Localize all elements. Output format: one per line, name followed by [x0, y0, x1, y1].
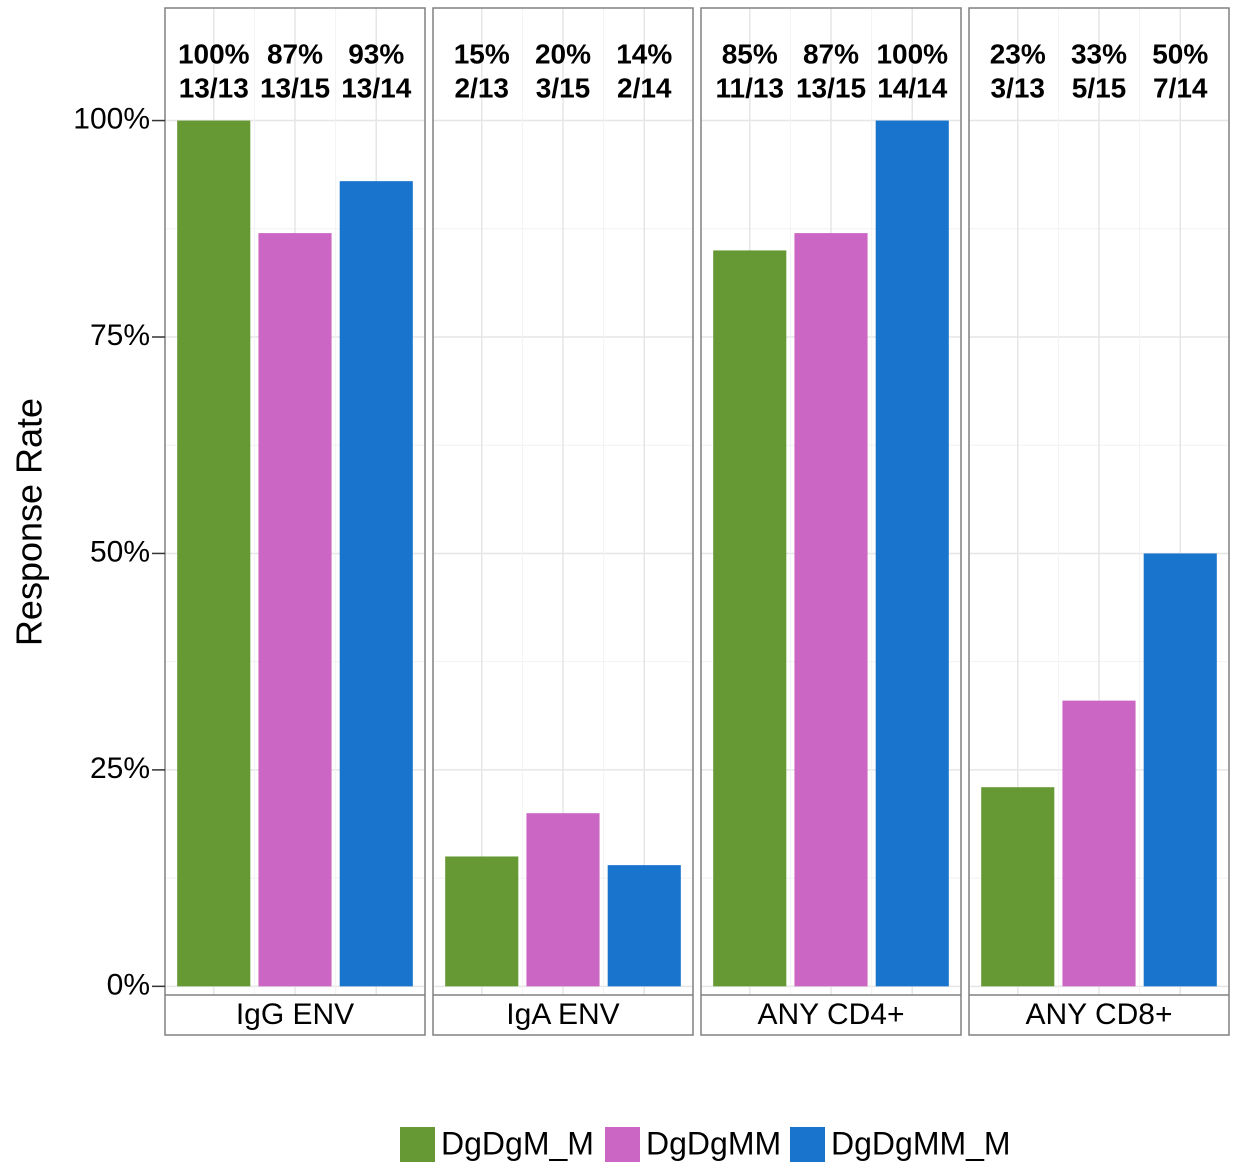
- facet-label: ANY CD8+: [1025, 998, 1172, 1031]
- fraction-label: 13/13: [179, 72, 249, 103]
- data-label: 85%: [722, 38, 778, 69]
- legend-label: DgDgMM: [646, 1125, 781, 1161]
- legend-swatch: [400, 1127, 435, 1162]
- data-label: 87%: [267, 38, 323, 69]
- bar: [1062, 700, 1136, 987]
- fraction-label: 3/15: [536, 72, 591, 103]
- bar: [875, 120, 949, 987]
- bar: [981, 787, 1055, 987]
- data-label: 23%: [990, 38, 1046, 69]
- bar: [526, 813, 600, 987]
- data-label: 33%: [1071, 38, 1127, 69]
- panel-border: [164, 7, 426, 1036]
- y-tick-label: 75%: [90, 319, 150, 352]
- y-axis-label: Response Rate: [9, 398, 50, 646]
- data-label: 20%: [535, 38, 591, 69]
- bar: [177, 120, 251, 987]
- fraction-label: 5/15: [1072, 72, 1127, 103]
- data-label: 14%: [616, 38, 672, 69]
- data-label: 15%: [454, 38, 510, 69]
- fraction-label: 7/14: [1153, 72, 1208, 103]
- facet-label: ANY CD4+: [757, 998, 904, 1031]
- fraction-label: 13/15: [796, 72, 866, 103]
- y-tick-label: 25%: [90, 752, 150, 785]
- bar: [1143, 553, 1217, 987]
- data-label: 87%: [803, 38, 859, 69]
- fraction-label: 2/13: [455, 72, 510, 103]
- legend-swatch: [605, 1127, 640, 1162]
- data-label: 100%: [876, 38, 948, 69]
- legend-label: DgDgM_M: [441, 1125, 594, 1161]
- fraction-label: 13/15: [260, 72, 330, 103]
- legend-label: DgDgMM_M: [831, 1125, 1011, 1161]
- panel-border: [700, 7, 962, 1036]
- facet-label: IgG ENV: [236, 998, 354, 1031]
- bar: [713, 250, 787, 987]
- legend-swatch: [790, 1127, 825, 1162]
- y-tick-label: 50%: [90, 535, 150, 568]
- y-tick-label: 0%: [107, 968, 150, 1001]
- data-label: 93%: [348, 38, 404, 69]
- fraction-label: 2/14: [617, 72, 672, 103]
- fraction-label: 3/13: [991, 72, 1046, 103]
- bar: [445, 856, 519, 987]
- data-label: 50%: [1152, 38, 1208, 69]
- facet-label: IgA ENV: [506, 998, 619, 1031]
- bar: [794, 233, 868, 987]
- bar: [607, 865, 681, 987]
- fraction-label: 11/13: [715, 72, 784, 103]
- y-tick-label: 100%: [73, 102, 150, 135]
- fraction-label: 14/14: [877, 72, 947, 103]
- panel-border: [432, 7, 694, 1036]
- fraction-label: 13/14: [341, 72, 411, 103]
- bar: [258, 233, 332, 987]
- data-label: 100%: [178, 38, 250, 69]
- panel-border: [968, 7, 1230, 1036]
- bar: [339, 181, 413, 987]
